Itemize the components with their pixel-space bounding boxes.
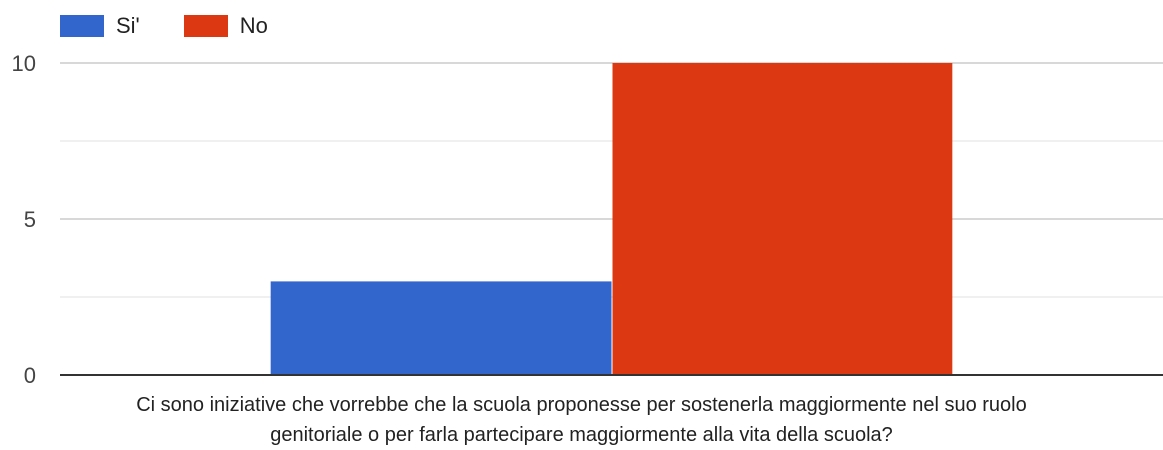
bar-no[interactable] <box>613 63 953 375</box>
x-axis-label-line-2: genitoriale o per farla partecipare magg… <box>0 420 1163 450</box>
x-axis-label-line-1: Ci sono iniziative che vorrebbe che la s… <box>0 390 1163 420</box>
y-tick-label: 10 <box>12 51 36 76</box>
bar-si[interactable] <box>271 281 612 375</box>
x-axis-category-label: Ci sono iniziative che vorrebbe che la s… <box>0 390 1163 450</box>
y-tick-label: 5 <box>24 207 36 232</box>
y-tick-label: 0 <box>24 363 36 388</box>
